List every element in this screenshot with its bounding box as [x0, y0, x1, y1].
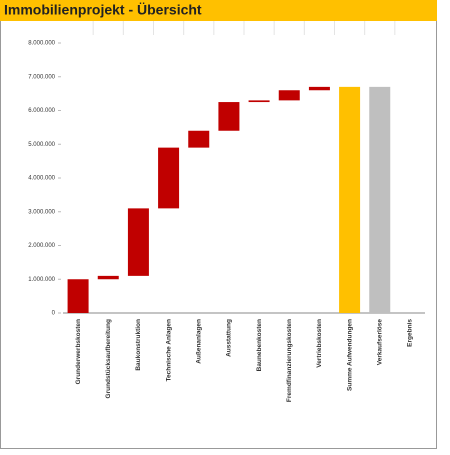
- bar: [248, 100, 270, 103]
- chart-title: Immobilienprojekt - Übersicht: [4, 2, 202, 18]
- x-tick-label: Fremdfinanzierungskosten: [286, 319, 293, 402]
- bar: [369, 86, 391, 313]
- y-tick-label: 7.000.000: [28, 74, 55, 80]
- x-tick-label: Verkaufserlöse: [376, 319, 383, 366]
- title-bar: [0, 0, 437, 21]
- chart-frame: [0, 20, 437, 449]
- bar: [67, 279, 89, 313]
- x-tick-label: Vertriebskosten: [316, 319, 323, 368]
- y-tick-label: 5.000.000: [28, 142, 55, 148]
- x-tick-label: Grundstücksaufbereitung: [105, 319, 112, 398]
- y-tick-label: 0: [52, 311, 56, 317]
- bar: [188, 130, 210, 148]
- x-tick-label: Technische Anlagen: [165, 319, 172, 382]
- bar: [339, 86, 361, 313]
- x-tick-label: Außenanlagen: [195, 319, 202, 364]
- bar: [278, 90, 300, 101]
- x-tick-label: Baukonstruktion: [135, 319, 142, 371]
- bar: [127, 208, 149, 276]
- y-tick-label: 4.000.000: [28, 176, 55, 182]
- x-tick-label: Ausstattung: [226, 319, 233, 357]
- bar: [158, 147, 180, 209]
- x-tick-label: Ergebnis: [407, 319, 414, 347]
- y-tick-label: 3.000.000: [28, 209, 55, 215]
- x-tick-label: Grunderwerbskosten: [75, 319, 82, 384]
- x-tick-label: Summe Aufwendungen: [346, 319, 353, 391]
- y-tick-label: 8.000.000: [28, 41, 55, 47]
- bar: [308, 86, 330, 91]
- bar: [218, 102, 240, 131]
- y-tick-label: 2.000.000: [28, 243, 55, 249]
- bar: [97, 275, 119, 280]
- y-tick-label: 1.000.000: [28, 277, 55, 283]
- x-tick-label: Baunebenkosten: [256, 319, 263, 371]
- y-tick-label: 6.000.000: [28, 108, 55, 114]
